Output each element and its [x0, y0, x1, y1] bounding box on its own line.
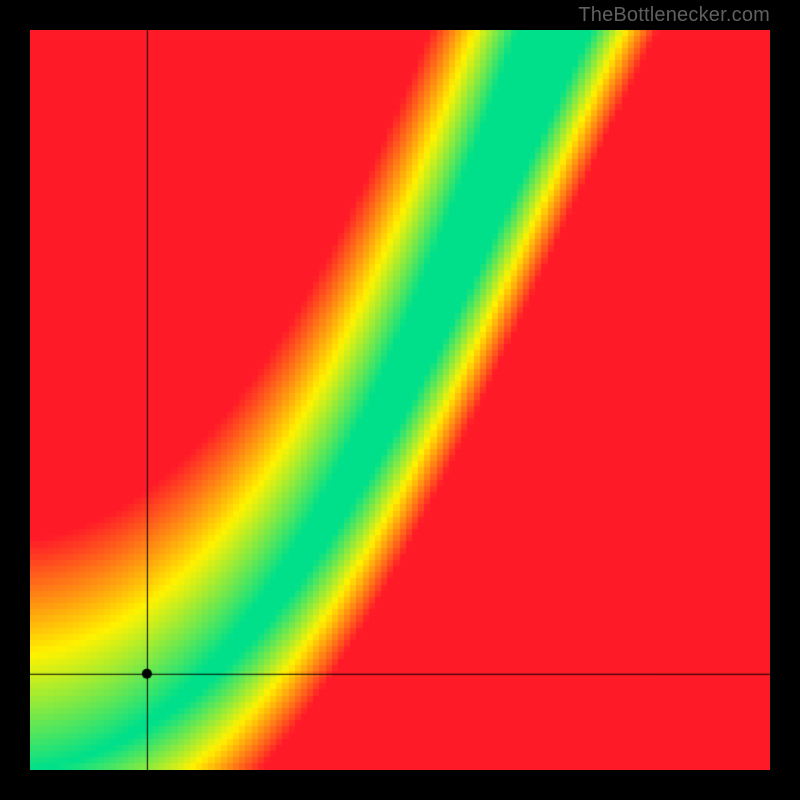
watermark-text: TheBottlenecker.com — [578, 4, 770, 27]
heatmap-canvas — [30, 30, 770, 770]
plot-area — [30, 30, 770, 770]
chart-frame: TheBottlenecker.com — [0, 0, 800, 800]
